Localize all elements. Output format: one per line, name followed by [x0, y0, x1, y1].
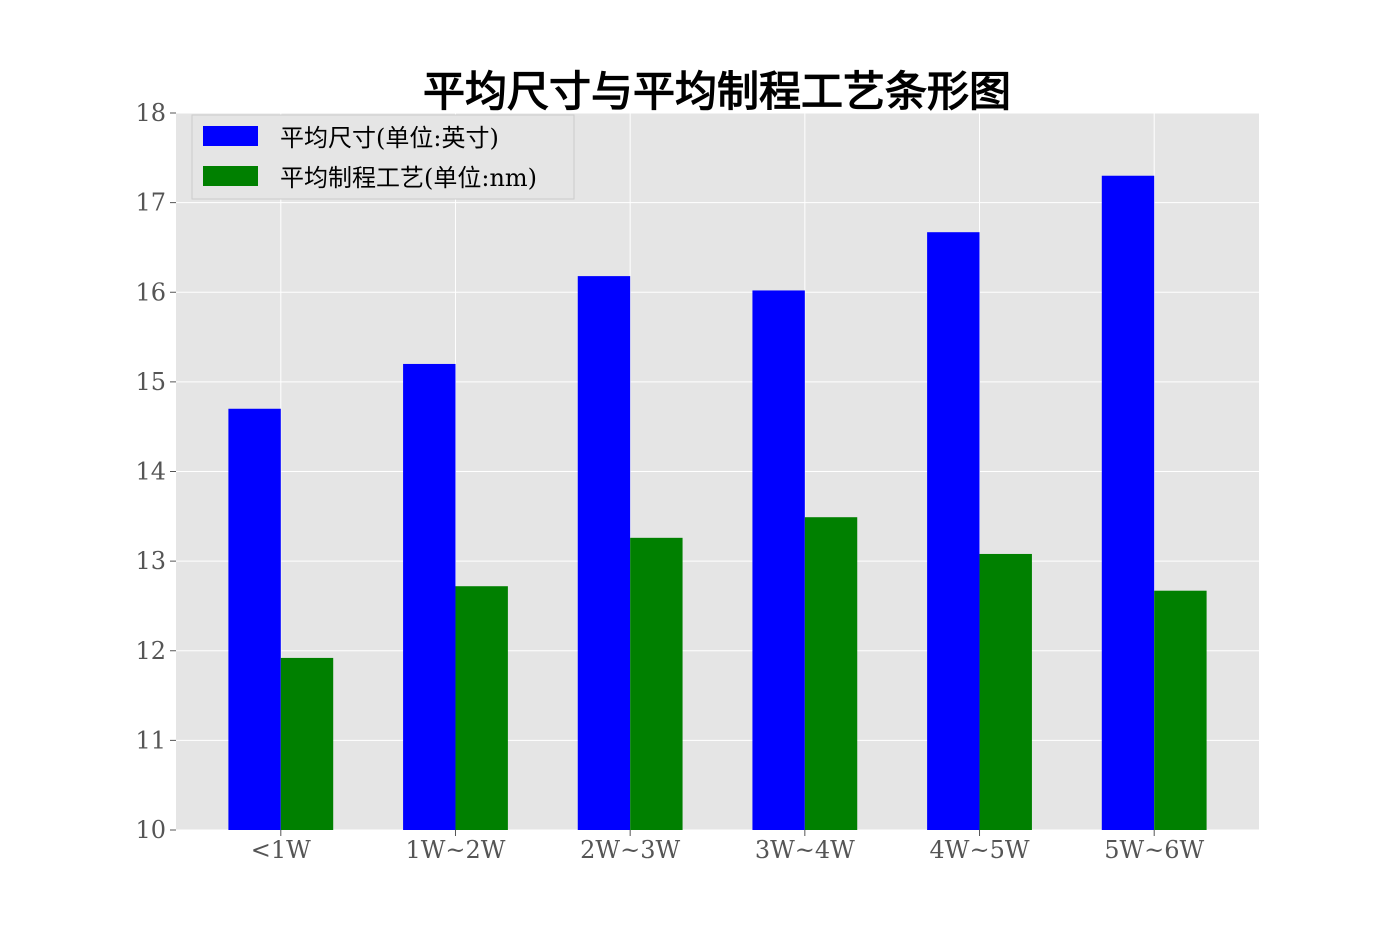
y-tick-label: 10 — [135, 816, 166, 844]
y-tick-label: 18 — [135, 99, 166, 127]
bar-avg-size — [577, 276, 631, 830]
bar-avg-size — [752, 290, 805, 830]
bar-avg-size — [1101, 175, 1155, 831]
legend: 平均尺寸(单位:英寸) 平均制程工艺(单位:nm) — [191, 114, 575, 200]
y-tick-label: 14 — [135, 458, 166, 486]
y-tick-label: 15 — [135, 368, 166, 396]
bars — [228, 175, 1207, 831]
x-tick-label: 2W~3W — [580, 836, 680, 864]
y-tick-label: 13 — [135, 547, 166, 575]
bar-avg-size — [403, 363, 456, 830]
x-tick-label: 5W~6W — [1104, 836, 1204, 864]
bar-avg-size — [927, 232, 980, 831]
bar-avg-process — [1154, 590, 1207, 830]
y-tick-label: 16 — [135, 278, 166, 306]
x-tick-label: 3W~4W — [755, 836, 855, 864]
bar-avg-process — [280, 657, 334, 830]
legend-swatch-size — [203, 126, 258, 146]
legend-swatch-process — [203, 166, 258, 186]
y-tick-label: 12 — [135, 637, 166, 665]
chart-title: 平均尺寸与平均制程工艺条形图 — [423, 67, 1011, 116]
legend-label-size: 平均尺寸(单位:英寸) — [280, 124, 499, 152]
bar-avg-process — [630, 537, 683, 830]
x-tick-label: 1W~2W — [405, 836, 505, 864]
bar-avg-process — [455, 586, 508, 830]
bar-avg-process — [804, 517, 858, 830]
axes: 10 11 12 13 14 15 16 17 18 <1W 1W~2W 2W~3W 3W~4W 4W~5… — [135, 99, 1204, 864]
bar-avg-size — [228, 408, 281, 830]
y-tick-label: 11 — [135, 726, 166, 754]
y-tick-label: 17 — [135, 189, 166, 217]
bar-avg-process — [979, 553, 1032, 830]
x-tick-label: <1W — [251, 836, 311, 864]
x-tick-label: 4W~5W — [930, 836, 1030, 864]
legend-label-process: 平均制程工艺(单位:nm) — [280, 164, 537, 192]
